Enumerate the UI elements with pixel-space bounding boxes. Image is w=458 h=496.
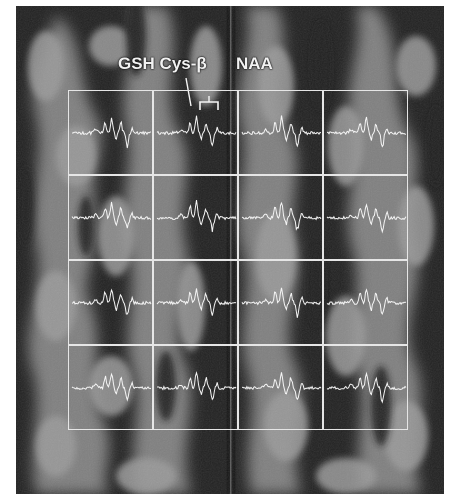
spectrum-trace <box>156 288 237 316</box>
voxel-cell <box>238 345 323 430</box>
voxel-cell <box>68 175 153 260</box>
naa-label: NAA <box>236 54 273 73</box>
spectrum-trace <box>326 288 407 315</box>
mrs-spectrum <box>157 371 237 401</box>
voxel-spectra-grid <box>68 90 408 430</box>
spectrum-trace <box>71 372 152 402</box>
spectrum-trace <box>241 287 322 318</box>
voxel-cell <box>153 345 238 430</box>
spectrum-trace <box>156 115 237 147</box>
mrs-spectrum <box>326 203 407 234</box>
mrs-spectrum <box>156 115 237 147</box>
spectrum-trace <box>72 117 152 149</box>
mrs-spectrum <box>156 200 237 233</box>
mrs-spectrum <box>326 371 407 404</box>
voxel-cell <box>68 90 153 175</box>
spectrum-trace <box>71 201 152 229</box>
gsh-cys-beta-label: GSH Cys-β <box>118 54 207 73</box>
mrs-spectrum <box>326 288 407 315</box>
mrs-spectrum <box>71 288 152 315</box>
mrs-spectrum <box>241 287 322 318</box>
spectrum-trace <box>156 200 237 233</box>
spectrum-trace <box>326 203 407 234</box>
voxel-cell <box>68 260 153 345</box>
spectrum-trace <box>71 288 152 315</box>
voxel-cell <box>153 175 238 260</box>
spectrum-trace <box>241 115 322 148</box>
spectrum-trace <box>326 371 407 404</box>
brain-mri-background <box>16 6 444 494</box>
mrs-spectrum <box>156 288 237 316</box>
voxel-cell <box>153 260 238 345</box>
spectrum-trace <box>326 116 407 148</box>
mrs-spectrum <box>72 117 152 149</box>
voxel-cell <box>323 90 408 175</box>
mrs-spectrum <box>241 372 322 401</box>
mrs-spectrum <box>71 372 152 402</box>
voxel-cell <box>323 345 408 430</box>
spectrum-trace <box>157 371 237 401</box>
voxel-cell <box>238 260 323 345</box>
mrs-spectrum <box>241 115 322 148</box>
voxel-cell <box>238 90 323 175</box>
voxel-cell <box>68 345 153 430</box>
voxel-cell <box>153 90 238 175</box>
voxel-cell <box>323 260 408 345</box>
voxel-cell <box>323 175 408 260</box>
spectrum-trace <box>241 372 322 401</box>
mri-image-panel: GSH Cys-β NAA <box>16 6 444 494</box>
mrs-spectrum <box>241 201 322 231</box>
voxel-cell <box>238 175 323 260</box>
spectrum-trace <box>241 201 322 231</box>
mrs-spectrum <box>326 116 407 148</box>
mrs-spectrum <box>71 201 152 229</box>
